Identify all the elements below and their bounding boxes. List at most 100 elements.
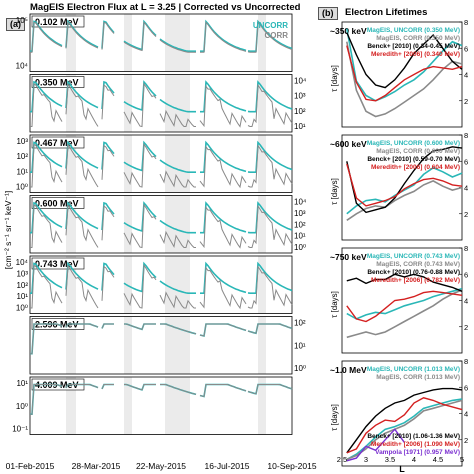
corr-flux-line (65, 323, 99, 328)
y-tick-label: 10¹ (16, 379, 28, 388)
uncorr-flux-line (200, 140, 247, 173)
legend-entry: MagEIS, UNCORR (0.600 MeV) (367, 140, 460, 147)
y-tick-label: 10² (294, 107, 306, 116)
meredith-lifetime-line (346, 163, 463, 207)
y-tick-label: 10³ (16, 137, 28, 146)
y-tick-label: 8 (464, 18, 468, 27)
energy-label-box (31, 197, 85, 209)
energy-band-label: ~1.0 MeV (330, 365, 367, 375)
shaded-interval (66, 135, 76, 193)
shaded-interval (66, 195, 76, 253)
y-tick-label: 10⁴ (294, 198, 307, 207)
uncorr-flux-line (247, 323, 293, 335)
left-y-axis-label: [cm⁻² s⁻¹ sr⁻¹ keV⁻¹] (3, 191, 13, 269)
uncorr-flux-line (123, 80, 157, 112)
energy-label-box (31, 257, 85, 270)
uncorr-lifetime-line (346, 28, 463, 102)
corr-flux-line (30, 323, 63, 355)
uncorr-flux-line (101, 141, 115, 170)
y-tick-label: 10⁰ (16, 304, 28, 313)
energy-label: 0.467 MeV (35, 138, 79, 148)
x-tick-label: 28-Mar-2015 (72, 461, 121, 471)
corr-flux-line (247, 144, 293, 188)
legend-entry: MagEIS, CORR (0.743 MeV) (376, 261, 460, 268)
shaded-interval (258, 74, 266, 132)
corr-flux-line (159, 39, 196, 53)
flux-panel-frame (29, 376, 293, 435)
shaded-interval (165, 256, 190, 314)
y-axis-label: τ [days] (330, 178, 339, 205)
y-tick-label: 2 (464, 97, 468, 106)
uncorr-flux-line (247, 383, 293, 395)
corr-flux-line (247, 21, 293, 53)
legend-entry: MagEIS, UNCORR (0.350 MeV) (367, 27, 460, 34)
shaded-interval (66, 14, 76, 72)
corr-flux-line (159, 109, 196, 128)
corr-flux-line (30, 384, 63, 415)
legend-entry: MagEIS, UNCORR (0.743 MeV) (367, 253, 460, 260)
y-tick-label: 8 (464, 131, 468, 140)
corr-flux-line (159, 291, 196, 309)
corr-flux-line (101, 265, 115, 301)
y-tick-label: 2 (464, 323, 468, 332)
y-tick-label: 4 (464, 297, 468, 306)
shaded-interval (258, 195, 266, 253)
panel-b-tag: (b) (318, 7, 338, 20)
benck-lifetime-line (346, 146, 463, 214)
legend-entry: MagEIS, CORR (0.350 MeV) (376, 35, 460, 42)
corr-flux-line (101, 144, 115, 180)
y-tick-label: 10² (294, 220, 306, 229)
uncorr-flux-line (159, 219, 196, 234)
y-tick-label: 10³ (294, 209, 306, 218)
flux-panel-frame (29, 134, 293, 193)
corr-lifetime-line (346, 289, 463, 339)
y-tick-label: 10⁻¹ (12, 425, 28, 434)
panel-a-tag: (a) (6, 18, 25, 31)
corr-flux-line (159, 230, 196, 249)
y-tick-label: 8 (464, 357, 468, 366)
energy-label-box (31, 76, 85, 88)
y-tick-label: 4 (464, 410, 468, 419)
uncorr-flux-line (247, 80, 293, 113)
uncorr-flux-line (247, 201, 293, 234)
corr-flux-line (124, 323, 156, 331)
corr-flux-line (199, 145, 247, 189)
corr-flux-line (159, 170, 196, 188)
uncorr-flux-line (199, 383, 247, 398)
corr-flux-line (123, 203, 157, 249)
corr-flux-line (123, 142, 157, 188)
x-tick-label: 16-Jul-2015 (205, 461, 250, 471)
corr-flux-line (30, 264, 63, 309)
x-tick-label: 5 (460, 455, 464, 464)
corr-flux-line (123, 21, 157, 52)
energy-label: 0.600 MeV (35, 199, 79, 209)
x-tick-label: 3.5 (385, 455, 395, 464)
y-tick-label: 10⁰ (16, 402, 28, 411)
shaded-interval (258, 316, 266, 374)
shaded-interval (66, 316, 76, 374)
y-axis-label: τ [days] (330, 65, 339, 92)
uncorr-flux-line (247, 19, 293, 52)
y-tick-label: 10⁰ (294, 243, 306, 252)
x-tick-label: 4 (412, 455, 416, 464)
energy-label: 0.102 MeV (35, 17, 79, 27)
uncorr-flux-line (65, 19, 99, 48)
meredith-lifetime-line (346, 290, 463, 323)
benck-lifetime-line (346, 387, 463, 454)
uncorr-flux-line (101, 80, 115, 110)
corr-lifetime-line (346, 180, 463, 221)
y-tick-label: 10² (16, 281, 28, 290)
energy-label-box (31, 15, 85, 28)
legend-entry: Meredith+ [2006] (1.090 MeV) (371, 441, 460, 448)
corr-flux-line (101, 84, 115, 120)
vampola-lifetime-line (346, 428, 405, 462)
uncorr-flux-line (65, 201, 99, 230)
uncorr-flux-line (159, 159, 196, 173)
legend-entry: MagEIS, CORR (1.013 MeV) (376, 374, 460, 381)
flux-panel-frame (29, 195, 293, 254)
uncorr-flux-line (200, 261, 247, 294)
corr-flux-line (123, 82, 157, 128)
y-tick-label: 10³ (294, 92, 306, 101)
corr-flux-line (30, 82, 63, 127)
